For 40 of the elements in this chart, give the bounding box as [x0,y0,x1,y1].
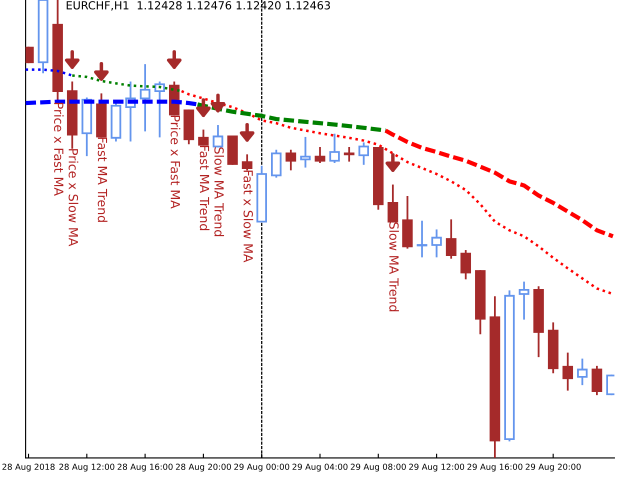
candlestick [300,136,311,168]
annotation: Fast MA Trend [200,146,210,230]
annotation: Fast MA Trend [98,138,108,222]
candlestick [431,229,442,258]
candlestick [518,282,530,320]
candlestick [446,219,456,259]
candlestick [242,154,252,170]
candlestick [329,134,340,164]
x-tick-label: 28 Aug 2018 [2,464,55,472]
x-tick-label: 29 Aug 16:00 [467,464,522,472]
candlestick [212,125,224,148]
x-tick-label: 29 Aug 08:00 [350,464,406,472]
candlestick [577,358,588,386]
annotation: Price x Slow MA [68,149,78,246]
candlestick [592,366,602,396]
annotation: Price x Fast MA [54,102,64,196]
candlestick [271,150,282,178]
x-tick-label: 29 Aug 20:00 [526,464,581,472]
candlestick [562,352,574,391]
x-tick-label: 29 Aug 04:00 [292,464,348,472]
x-tick-label: 28 Aug 12:00 [59,464,114,472]
candlestick [198,130,209,146]
candlestick [140,64,150,132]
x-tick-label: 29 Aug 00:00 [234,464,290,472]
chart-title: EURCHF,H1 1.12428 1.12476 1.12420 1.12463 [66,1,330,11]
candlestick [388,184,398,223]
candlestick [416,220,428,258]
annotation: Slow MA Trend [389,222,399,312]
annotation: Price x Fast MA [170,116,180,209]
x-tick-label: 29 Aug 12:00 [409,464,464,472]
candlestick [460,250,472,280]
x-tick-label: 28 Aug 16:00 [118,464,173,472]
x-tick-label: 28 Aug 20:00 [176,464,231,472]
candlestick [358,142,369,165]
annotation: Fast x Slow MA [244,170,254,262]
candlestick [154,82,165,138]
annotation: Slow MA Trend [214,147,224,236]
candlestick [286,150,296,170]
candlestick [314,147,326,164]
candlestick [344,147,354,162]
